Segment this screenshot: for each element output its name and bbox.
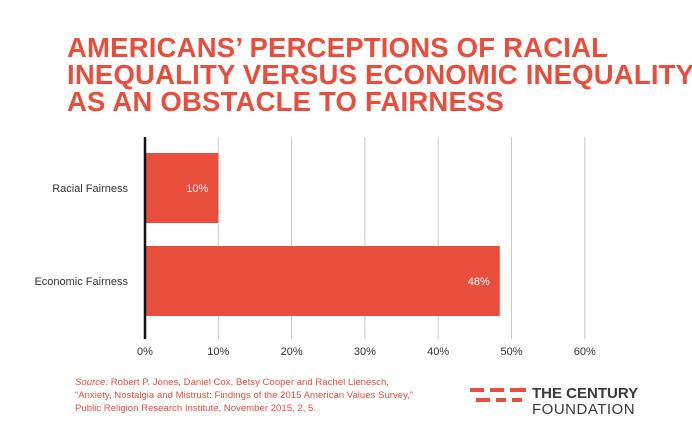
x-tick-label: 60% (574, 346, 596, 358)
chart-title-line-1: AMERICANS’ PERCEPTIONS OF RACIAL (67, 32, 609, 63)
chart-title-line-3: AS AN OBSTACLE TO FAIRNESS (67, 86, 505, 117)
x-tick-label: 20% (281, 346, 303, 358)
chart-title-line-2: INEQUALITY VERSUS ECONOMIC INEQUALITY (67, 59, 692, 90)
bar-data-label: 10% (186, 183, 208, 195)
logo-line-1: THE CENTURY (532, 385, 639, 402)
logo-mark-icon (470, 388, 526, 402)
x-tick-label: 30% (354, 346, 376, 358)
source-note: Source: Robert P. Jones, Daniel Cox, Bet… (75, 376, 465, 415)
x-tick-label: 0% (137, 346, 153, 358)
source-text-1: Robert P. Jones, Daniel Cox, Betsy Coope… (110, 377, 389, 388)
bar (145, 153, 219, 223)
x-tick-label: 10% (207, 346, 229, 358)
category-label: Racial Fairness (52, 183, 128, 195)
source-line-1: Source: Robert P. Jones, Daniel Cox, Bet… (75, 376, 465, 389)
category-label: Economic Fairness (34, 276, 128, 288)
logo-text: THE CENTURY FOUNDATION (532, 386, 638, 418)
source-label: Source: (75, 377, 109, 388)
bar (145, 246, 500, 316)
bars (145, 153, 500, 316)
bar-data-label: 48% (468, 276, 490, 288)
logo-line-2: FOUNDATION (532, 401, 636, 418)
chart-title: AMERICANS’ PERCEPTIONS OF RACIAL INEQUAL… (67, 32, 692, 117)
source-line-2: “Anxiety, Nostalgia and Mistrust: Findin… (75, 390, 414, 401)
source-line-3: Public Religion Research Institute, Nove… (75, 403, 317, 414)
x-tick-label: 50% (500, 346, 522, 358)
labels: 0% 10% 20% 30% 40% 50% 60% 10% Racial Fairness 48… (34, 183, 596, 358)
x-tick-label: 40% (427, 346, 449, 358)
century-foundation-logo: THE CENTURY FOUNDATION (470, 386, 685, 422)
